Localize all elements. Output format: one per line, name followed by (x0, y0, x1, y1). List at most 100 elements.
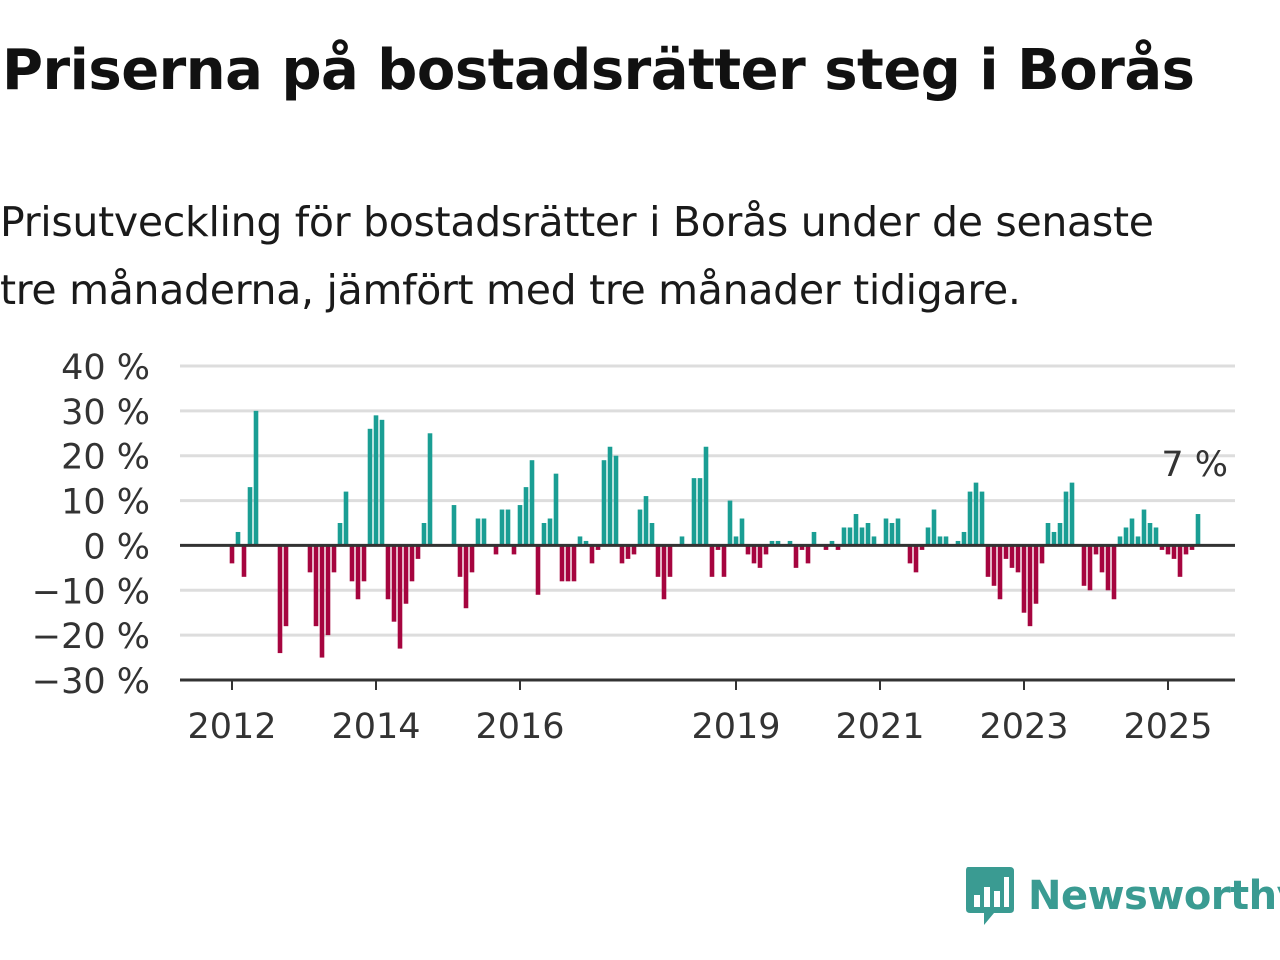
bar (1135, 536, 1141, 546)
bar (1099, 545, 1105, 573)
bar (841, 527, 847, 546)
bar (409, 545, 415, 582)
bar (919, 545, 925, 550)
bar (559, 545, 565, 582)
bar (883, 518, 889, 546)
bar (985, 545, 991, 577)
bar (253, 410, 259, 546)
bar (619, 545, 625, 564)
bar (991, 545, 997, 586)
bar (361, 545, 367, 582)
x-tick-label: 2012 (187, 707, 276, 747)
bar (967, 491, 973, 546)
bar (283, 545, 289, 627)
bar (1105, 545, 1111, 591)
x-tick-label: 2023 (979, 707, 1068, 747)
bar (415, 545, 421, 559)
x-tick-label: 2025 (1123, 707, 1212, 747)
chart-title: Priserna på bostadsrätter steg i Borås (2, 38, 1195, 103)
bar (319, 545, 325, 658)
bar (499, 509, 505, 546)
bar (1081, 545, 1087, 586)
bar (535, 545, 541, 595)
bar (973, 482, 979, 546)
bar (1087, 545, 1093, 591)
bar (1063, 491, 1069, 546)
bar (661, 545, 667, 600)
bar (553, 473, 559, 546)
bar (655, 545, 661, 577)
newsworthy-logo-text: Newsworthy (1028, 873, 1280, 919)
bar (997, 545, 1003, 600)
bar (751, 545, 757, 564)
bar (589, 545, 595, 564)
bar (643, 496, 649, 546)
bar (835, 545, 841, 550)
bar (823, 545, 829, 550)
bar (871, 536, 877, 546)
bar (721, 545, 727, 577)
newsworthy-logo: Newsworthy (964, 864, 1280, 928)
bar (697, 478, 703, 546)
bar (541, 523, 547, 546)
x-tick-label: 2016 (475, 707, 564, 747)
bar (757, 545, 763, 568)
bar (1117, 536, 1123, 546)
subtitle-line-2: tre månaderna, jämfört med tre månader t… (0, 266, 1021, 314)
newsworthy-logo-icon (966, 867, 1014, 925)
bar (925, 527, 931, 546)
bar (1003, 545, 1009, 559)
bar (463, 545, 469, 609)
latest-value-annotation: 7 % (1161, 445, 1228, 485)
bar (367, 428, 373, 546)
bar (613, 455, 619, 546)
bar (631, 545, 637, 555)
bar (1009, 545, 1015, 568)
bar (1189, 545, 1195, 550)
bar (703, 446, 709, 546)
bar (1057, 523, 1063, 546)
bar (475, 518, 481, 546)
bar (907, 545, 913, 564)
x-tick-label: 2019 (691, 707, 780, 747)
subtitle-line-1: Prisutveckling för bostadsrätter i Borås… (0, 198, 1154, 246)
y-tick-label: −10 % (32, 572, 150, 612)
y-tick-label: −30 % (32, 662, 150, 702)
bar (727, 500, 733, 546)
bar (1159, 545, 1165, 550)
y-tick-label: 10 % (61, 483, 150, 523)
bar (733, 536, 739, 546)
bar (403, 545, 409, 604)
bar (1033, 545, 1039, 604)
bar (595, 545, 601, 550)
bar (1045, 523, 1051, 546)
bar (805, 545, 811, 564)
bar (607, 446, 613, 546)
bar (1147, 523, 1153, 546)
bar (565, 545, 571, 582)
bar (325, 545, 331, 636)
bar (343, 491, 349, 546)
bar (691, 478, 697, 546)
bar (373, 415, 379, 546)
chart-subtitle: Prisutveckling för bostadsrätter i Borås… (0, 188, 1270, 324)
y-tick-label: 20 % (61, 438, 150, 478)
bar (379, 419, 385, 546)
bar (235, 531, 241, 546)
bar (1069, 482, 1075, 546)
bar (1039, 545, 1045, 564)
bar (649, 523, 655, 546)
bar (529, 460, 535, 546)
bar (391, 545, 397, 622)
bar (457, 545, 463, 577)
bar (829, 540, 835, 546)
bar (961, 531, 967, 546)
bar (895, 518, 901, 546)
bar (793, 545, 799, 568)
bar (385, 545, 391, 600)
bar (1195, 514, 1201, 546)
bar (811, 531, 817, 546)
bar (397, 545, 403, 649)
bar (955, 540, 961, 546)
bar (469, 545, 475, 573)
